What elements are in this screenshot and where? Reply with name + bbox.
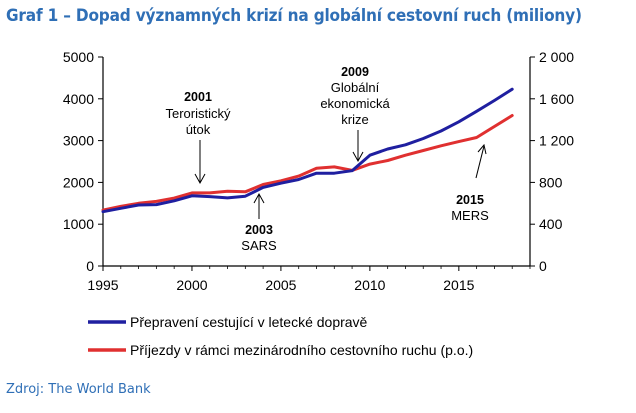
y-right-tick-label: 800 <box>539 174 563 190</box>
x-ticks: 1995 2000 2005 2010 2015 <box>87 266 531 293</box>
x-tick-label: 2000 <box>176 277 207 293</box>
annotation-2003: 2003 SARS <box>241 192 277 253</box>
annotation-2015-year: 2015 <box>456 193 484 207</box>
annotation-2001-line2: útok <box>186 122 211 137</box>
chart-title: Graf 1 – Dopad významných krizí na globá… <box>6 6 582 25</box>
x-tick-label: 1995 <box>87 277 118 293</box>
legend-label-tourism: Příjezdy v rámci mezinárodního cestovníh… <box>130 342 473 358</box>
legend-label-air: Přepravení cestující v letecké dopravě <box>130 314 368 330</box>
x-tick-label: 2015 <box>443 277 474 293</box>
y-left-tick-label: 0 <box>86 258 94 274</box>
series-line-tourist-arrivals <box>101 114 514 212</box>
y-right-tick-label: 1 200 <box>539 133 574 149</box>
annotation-2003-year: 2003 <box>245 223 273 237</box>
y-left-tick-label: 1000 <box>63 216 94 232</box>
annotation-2009-line3: krize <box>341 112 368 127</box>
annotation-2015-arrowhead <box>477 143 487 155</box>
annotation-2001-line1: Teroristický <box>165 106 231 121</box>
y-left-tick-label: 5000 <box>63 49 94 65</box>
y-left-ticks: 0 1000 2000 3000 4000 5000 <box>63 49 103 274</box>
x-tick-label: 2005 <box>265 277 296 293</box>
series-line-air-passengers <box>101 87 514 214</box>
annotation-2009-line1: Globální <box>331 80 380 95</box>
annotation-2009-year: 2009 <box>341 65 369 79</box>
annotation-2003-arrowhead <box>253 192 265 204</box>
y-right-tick-label: 2 000 <box>539 49 574 65</box>
annotation-2001-year: 2001 <box>184 90 212 104</box>
series-group <box>101 87 514 214</box>
x-tick-label: 2010 <box>354 277 385 293</box>
y-right-tick-label: 400 <box>539 216 563 232</box>
y-left-tick-label: 3000 <box>63 133 94 149</box>
y-right-ticks: 0 400 800 1 200 1 600 2 000 <box>530 49 574 274</box>
y-left-tick-label: 2000 <box>63 174 94 190</box>
annotation-2009: 2009 Globální ekonomická krize <box>320 65 390 163</box>
legend: Přepravení cestující v letecké dopravě P… <box>88 314 473 358</box>
annotation-2015: 2015 MERS <box>451 143 489 223</box>
annotation-2001: 2001 Teroristický útok <box>165 90 231 185</box>
source-note: Zdroj: The World Bank <box>6 382 151 397</box>
y-right-tick-label: 0 <box>539 258 547 274</box>
annotation-2015-line1: MERS <box>451 208 489 223</box>
annotation-2001-arrowhead <box>194 173 206 185</box>
y-right-tick-label: 1 600 <box>539 91 574 107</box>
annotation-2015-arrow <box>475 145 485 179</box>
annotation-2009-line2: ekonomická <box>320 96 390 111</box>
annotation-2003-line1: SARS <box>241 238 277 253</box>
annotation-2009-arrowhead <box>352 151 364 163</box>
y-left-tick-label: 4000 <box>63 91 94 107</box>
